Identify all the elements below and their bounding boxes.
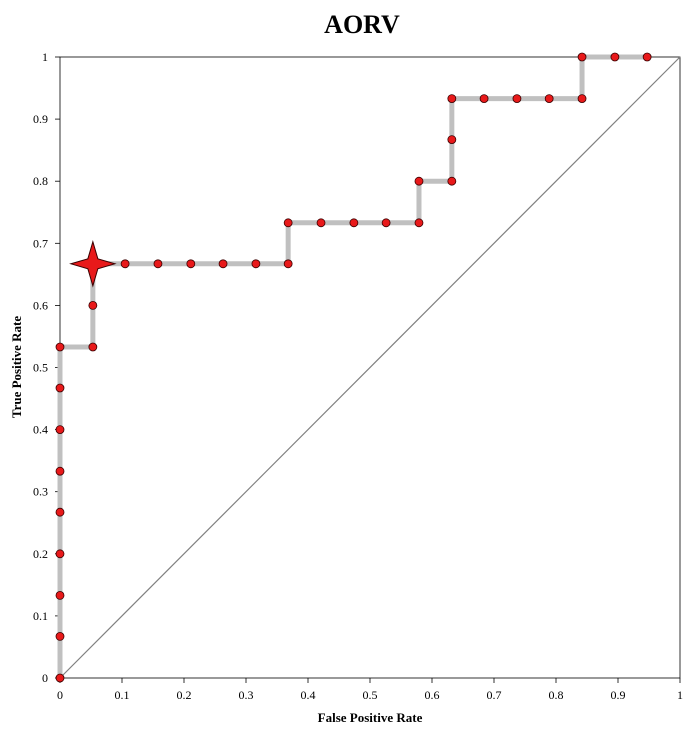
optimal-point-star-marker — [69, 240, 117, 288]
y-tick-label: 0.9 — [33, 112, 48, 126]
chart-title: AORV — [324, 10, 400, 39]
roc-point-marker — [120, 259, 130, 269]
x-tick-label: 0.6 — [425, 688, 440, 702]
roc-point-marker — [381, 218, 391, 228]
roc-point-marker — [55, 342, 65, 352]
x-tick-label: 0.5 — [363, 688, 378, 702]
roc-point-marker — [55, 425, 65, 435]
roc-point-marker — [414, 218, 424, 228]
roc-point-marker — [88, 300, 98, 310]
reference-diagonal-line — [59, 56, 681, 679]
roc-point-marker — [218, 259, 228, 269]
roc-point-marker — [610, 52, 620, 62]
roc-point-marker — [642, 52, 652, 62]
x-axis-label: False Positive Rate — [318, 710, 423, 725]
roc-point-marker — [55, 383, 65, 393]
x-tick-label: 0.3 — [239, 688, 254, 702]
roc-point-marker — [55, 631, 65, 641]
x-tick-label: 0.1 — [115, 688, 130, 702]
roc-point-marker — [414, 176, 424, 186]
x-tick-label: 0 — [57, 688, 63, 702]
y-tick-label: 0.6 — [33, 298, 48, 312]
roc-point-marker — [447, 94, 457, 104]
x-tick-label: 0.2 — [177, 688, 192, 702]
y-tick-label: 0.3 — [33, 485, 48, 499]
x-tick-label: 0.7 — [487, 688, 502, 702]
roc-point-marker — [55, 673, 65, 683]
roc-point-marker — [88, 342, 98, 352]
y-tick-label: 0.2 — [33, 547, 48, 561]
roc-point-marker — [55, 507, 65, 517]
x-tick-label: 0.8 — [549, 688, 564, 702]
y-tick-label: 0.5 — [33, 361, 48, 375]
roc-point-marker — [544, 94, 554, 104]
roc-point-marker — [55, 591, 65, 600]
y-tick-label: 1 — [42, 50, 48, 64]
x-tick-label: 1 — [677, 688, 683, 702]
roc-point-marker — [153, 259, 163, 269]
roc-point-marker — [447, 176, 457, 186]
roc-point-marker — [186, 259, 196, 269]
roc-point-marker — [479, 94, 489, 104]
y-tick-label: 0.1 — [33, 609, 48, 623]
x-tick-label: 0.9 — [611, 688, 626, 702]
roc-point-marker — [251, 259, 261, 269]
y-tick-label: 0.8 — [33, 174, 48, 188]
roc-curve-line — [57, 54, 648, 678]
y-axis-label: True Positive Rate — [9, 316, 24, 419]
y-tick-label: 0.7 — [33, 236, 48, 250]
roc-point-marker — [316, 218, 326, 228]
y-tick-label: 0 — [42, 671, 48, 685]
y-tick-label: 0.4 — [33, 423, 48, 437]
roc-point-marker — [55, 466, 65, 476]
roc-point-marker — [577, 52, 587, 62]
roc-point-marker — [283, 259, 293, 269]
roc-point-marker — [55, 549, 65, 559]
roc-point-marker — [577, 94, 587, 104]
roc-point-marker — [512, 94, 522, 104]
x-tick-label: 0.4 — [301, 688, 316, 702]
roc-point-marker — [283, 218, 293, 228]
roc-point-marker — [447, 135, 457, 144]
roc-point-marker — [349, 218, 359, 228]
